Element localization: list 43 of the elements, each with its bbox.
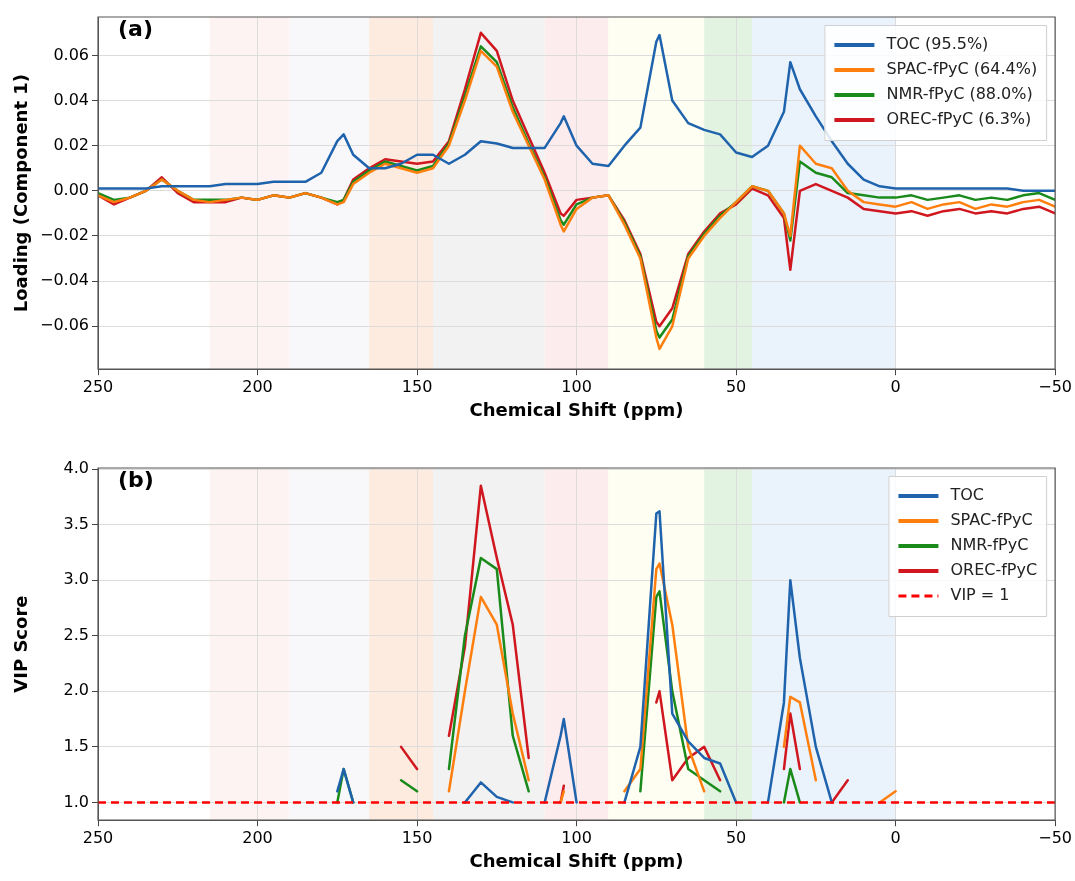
x-tick-label: 50	[725, 376, 747, 396]
legend-label: NMR-fPyC	[950, 535, 1029, 555]
legend-label: TOC	[949, 485, 984, 505]
y-tick-label: 3.0	[63, 569, 89, 589]
legend-label: SPAC-fPyC (64.4%)	[886, 59, 1038, 79]
y-tick-label: 3.5	[63, 513, 89, 533]
x-tick-label: 50	[725, 827, 747, 847]
x-tick-label: 100	[561, 376, 592, 396]
y-axis-title: VIP Score	[10, 595, 32, 693]
legend-label: OREC-fPyC (6.3%)	[886, 109, 1032, 129]
y-tick-label: 2.5	[63, 624, 89, 644]
y-tick-label: 1.5	[63, 736, 89, 756]
x-tick-label: 250	[82, 827, 114, 847]
x-tick-label: 100	[561, 827, 592, 847]
x-tick-label: 200	[242, 827, 273, 847]
y-tick-label: 0.02	[53, 134, 89, 154]
legend-label: OREC-fPyC	[950, 560, 1038, 580]
y-tick-label: 2.0	[63, 680, 89, 700]
annotation: (a)	[118, 15, 153, 41]
x-tick-label: 250	[82, 376, 114, 396]
y-tick-label: 1.0	[63, 791, 89, 811]
legend-label: VIP = 1	[950, 585, 1010, 605]
x-tick-label: 150	[401, 827, 433, 847]
legend-label: TOC (95.5%)	[885, 34, 989, 54]
x-tick-label: 150	[401, 376, 433, 396]
y-tick-label: −0.02	[39, 225, 89, 245]
y-tick-label: −0.06	[39, 315, 89, 335]
y-axis-title: Loading (Component 1)	[10, 73, 32, 313]
x-axis-title: Chemical Shift (ppm)	[469, 398, 684, 420]
legend-label: SPAC-fPyC	[950, 510, 1033, 530]
x-tick-label: 0	[890, 376, 901, 396]
y-tick-label: 0.04	[53, 89, 89, 109]
y-tick-label: −0.04	[39, 270, 89, 290]
y-tick-label: 0.06	[53, 44, 89, 64]
x-tick-label: −50	[1038, 827, 1072, 847]
x-tick-label: 200	[242, 376, 273, 396]
annotation: (b)	[118, 466, 154, 492]
x-tick-label: 0	[890, 827, 901, 847]
legend-label: NMR-fPyC (88.0%)	[886, 84, 1033, 104]
x-axis-title: Chemical Shift (ppm)	[469, 849, 684, 871]
y-tick-label: 4.0	[63, 458, 89, 478]
x-tick-label: −50	[1038, 376, 1072, 396]
y-tick-label: 0.00	[53, 180, 89, 199]
